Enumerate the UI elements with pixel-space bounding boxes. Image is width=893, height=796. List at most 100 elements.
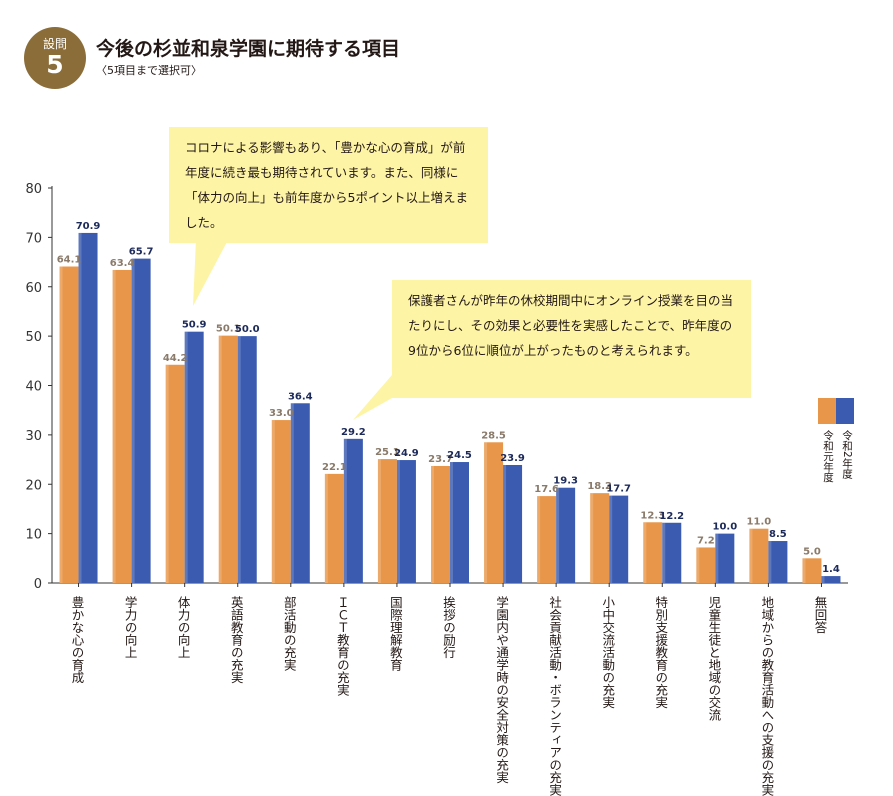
badge-label: 設問 (42, 37, 67, 51)
category-label: 特別支援教育の充実 (653, 596, 669, 709)
bar-reiwa-1 (377, 459, 397, 583)
value-label-reiwa-1: 33.0 (269, 408, 294, 419)
value-label-reiwa-2: 50.0 (235, 324, 260, 335)
value-label-reiwa-1: 11.0 (747, 517, 772, 528)
bar-highlight (184, 331, 188, 583)
value-label-reiwa-1: 64.1 (57, 255, 82, 266)
bar-highlight (218, 335, 222, 583)
bar-highlight (609, 495, 613, 583)
page-subtitle: 〈5項目まで選択可〉 (96, 64, 202, 77)
bar-highlight (78, 232, 82, 583)
bar-highlight (484, 442, 488, 583)
bar-reiwa-2 (343, 438, 363, 583)
bar-highlight (396, 460, 400, 583)
bar-highlight (768, 541, 772, 583)
callout-2-pointer (353, 375, 392, 420)
y-tick-label: 0 (34, 577, 42, 592)
value-label-reiwa-2: 24.5 (447, 450, 472, 461)
y-tick-label: 80 (25, 182, 42, 197)
bar-reiwa-1 (431, 465, 450, 583)
bar-highlight (821, 576, 825, 583)
bar-highlight (290, 403, 294, 583)
bar-highlight (112, 269, 116, 583)
y-tick-label: 30 (25, 429, 42, 444)
page-title: 今後の杉並和泉学園に期待する項目 (96, 38, 401, 60)
bar-reiwa-1 (643, 522, 663, 583)
bar-highlight (503, 464, 507, 583)
value-label-reiwa-1: 5.0 (803, 546, 821, 557)
bar-highlight (662, 522, 666, 583)
value-label-reiwa-1: 18.2 (587, 481, 612, 492)
bar-highlight (537, 496, 541, 583)
bar-reiwa-2 (768, 541, 788, 583)
bar-highlight (131, 258, 135, 583)
category-label: 学園内や通学時の安全対策の充実 (494, 596, 510, 784)
bar-reiwa-2 (503, 464, 523, 583)
category-label: 国際理解教育 (387, 596, 403, 671)
y-tick-label: 10 (25, 528, 42, 543)
value-label-reiwa-2: 65.7 (129, 247, 154, 258)
category-label: 地域からの教育活動への支援の充実 (759, 596, 775, 796)
value-label-reiwa-1: 63.4 (110, 258, 135, 269)
bar-reiwa-2 (609, 495, 629, 583)
value-label-reiwa-2: 70.9 (76, 221, 101, 232)
value-label-reiwa-1: 50.1 (216, 324, 241, 335)
value-label-reiwa-2: 24.9 (394, 448, 419, 459)
bar-highlight (696, 547, 700, 583)
bar-reiwa-1 (590, 493, 610, 583)
category-label: 小中交流活動の充実 (600, 596, 616, 709)
value-label-reiwa-1: 7.2 (697, 535, 715, 546)
value-label-reiwa-1: 12.3 (640, 510, 665, 521)
bar-reiwa-2 (662, 522, 682, 583)
category-label: 英語教育の充実 (228, 596, 244, 684)
value-label-reiwa-2: 36.4 (288, 391, 313, 402)
bar-reiwa-2 (237, 336, 257, 583)
bar-reiwa-2 (715, 533, 735, 583)
value-label-reiwa-1: 25.1 (375, 447, 400, 458)
bar-reiwa-1 (59, 266, 79, 583)
bar-reiwa-2 (450, 462, 469, 583)
category-label: 挨拶の励行 (441, 596, 456, 659)
bar-reiwa-2 (184, 331, 204, 583)
category-label: 児童生徒と地域の交流 (706, 596, 722, 721)
value-label-reiwa-2: 19.3 (553, 476, 578, 487)
bar-chart: 0 10 20 30 40 50 60 70 80 64.1 70.9 63.465.7 44.2 50… (25, 182, 848, 592)
bar-reiwa-1 (696, 547, 716, 583)
bar-highlight (590, 493, 594, 583)
bar-highlight (165, 364, 169, 583)
value-label-reiwa-2: 8.5 (769, 529, 787, 540)
bar-highlight (59, 266, 63, 583)
legend-label-reiwa-1: 令和元年度 (822, 430, 834, 483)
category-label: 社会貢献活動・ボランティアの充実 (547, 596, 563, 796)
bar-highlight (271, 420, 275, 583)
bar-highlight (556, 487, 560, 583)
bar-highlight (450, 462, 453, 583)
bar-reiwa-2 (396, 460, 416, 583)
value-label-reiwa-2: 50.9 (182, 320, 207, 331)
value-label-reiwa-1: 22.1 (322, 462, 347, 473)
bar-reiwa-1 (324, 473, 344, 583)
y-tick-label: 60 (25, 281, 42, 296)
callout-strength-of-heart: コロナによる影響もあり、「豊かな心の育成」が前年度に続き最も期待されています。ま… (169, 127, 488, 243)
bar-highlight (377, 459, 381, 583)
callout-ict-education: 保護者さんが昨年の休校期間中にオンライン授業を目の当たりにし、その効果と必要性を… (392, 280, 751, 398)
bar-reiwa-1 (802, 558, 822, 583)
category-label: 豊かな心の育成 (69, 596, 85, 684)
category-label: 体力の向上 (175, 596, 191, 659)
bar-reiwa-2 (556, 487, 576, 583)
bar-highlight (431, 465, 434, 583)
value-label-reiwa-2: 10.0 (712, 522, 737, 533)
callout-1-pointer (193, 240, 228, 306)
bar-highlight (749, 528, 753, 583)
bar-reiwa-1 (271, 420, 291, 583)
value-label-reiwa-2: 29.2 (341, 427, 366, 438)
y-tick-label: 20 (25, 478, 42, 493)
bar-reiwa-1 (165, 364, 185, 583)
y-tick-label: 40 (25, 380, 42, 395)
bar-reiwa-1 (484, 442, 504, 583)
bar-reiwa-1 (749, 528, 769, 583)
question-badge: 設問 5 (24, 27, 86, 89)
legend-swatch-reiwa-1 (818, 398, 836, 424)
bar-highlight (343, 438, 347, 583)
legend-label-reiwa-2: 令和2年度 (841, 430, 853, 479)
